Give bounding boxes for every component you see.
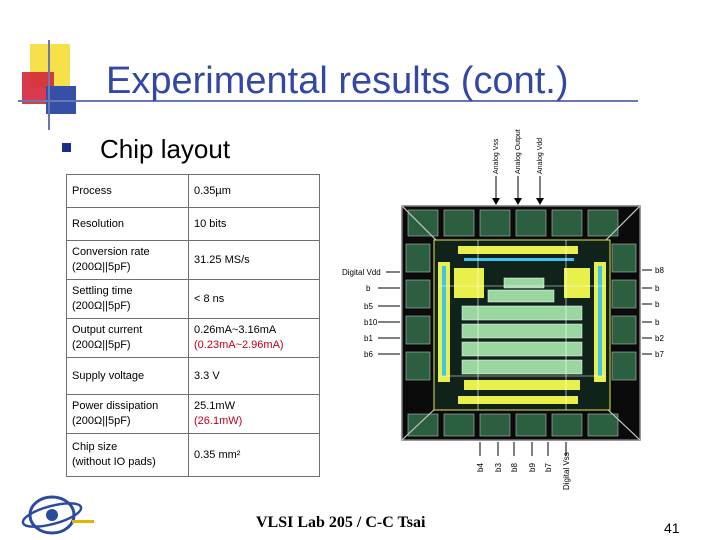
pin-label: b [655, 284, 660, 293]
table-row: Conversion rate (200Ω||5pF) 31.25 MS/s [66, 240, 320, 280]
section-heading: Chip layout [100, 134, 231, 164]
table-row: Supply voltage 3.3 V [66, 357, 320, 395]
pin-label: b [655, 300, 660, 309]
value-cell: 0.35 mm² [188, 433, 320, 477]
param-cell: Conversion rate (200Ω||5pF) [66, 240, 189, 280]
table-row: Output current (200Ω||5pF) 0.26mA~3.16mA(… [66, 318, 320, 358]
university-logo [21, 495, 94, 535]
pin-label: b7 [544, 463, 553, 472]
param-cell: Supply voltage [66, 357, 189, 395]
pin-label: Digital Vss [562, 452, 571, 490]
pin-label: b [366, 284, 371, 293]
pin-label: b3 [494, 463, 503, 472]
spec-table: Process 0.35µm Resolution 10 bits Conver… [66, 174, 320, 477]
slide-title: Experimental results (cont.) [106, 60, 569, 102]
pin-label: Analog Output [515, 129, 522, 174]
pin-label: b4 [476, 463, 485, 472]
bullet-icon [62, 143, 71, 152]
value-cell: 0.26mA~3.16mA (0.23mA~2.96mA) [188, 318, 320, 358]
footer-text: VLSI Lab 205 / C-C Tsai [256, 514, 426, 531]
param-cell: Chip size (without IO pads) [66, 433, 189, 477]
pin-label: b2 [655, 334, 664, 343]
pin-label: b8 [510, 463, 519, 472]
value-note: (26.1mW) [194, 415, 243, 427]
pin-label: b5 [364, 302, 373, 311]
value-cell: 31.25 MS/s [188, 240, 320, 280]
param-cell: Process [66, 174, 189, 208]
table-row: Chip size (without IO pads) 0.35 mm² [66, 433, 320, 477]
pin-label: b [655, 318, 660, 327]
value-cell: 25.1mW (26.1mW) [188, 394, 320, 434]
param-cell: Resolution [66, 207, 189, 241]
decor-vertical-line [48, 40, 50, 130]
table-row: Resolution 10 bits [66, 207, 320, 241]
value-cell: 10 bits [188, 207, 320, 241]
value-cell: < 8 ns [188, 279, 320, 319]
pin-label: b8 [655, 266, 664, 275]
pin-label: b1 [364, 334, 373, 343]
param-cell: Output current (200Ω||5pF) [66, 318, 189, 358]
pin-label: Analog Vss [493, 138, 500, 174]
table-row: Process 0.35µm [66, 174, 320, 208]
value-cell: 0.35µm [188, 174, 320, 208]
pin-label: b9 [528, 463, 537, 472]
pin-label: b6 [364, 350, 373, 359]
value-cell: 3.3 V [188, 357, 320, 395]
pin-label: b7 [655, 350, 664, 359]
param-cell: Settling time (200Ω||5pF) [66, 279, 189, 319]
value-note: (0.23mA~2.96mA) [194, 339, 284, 351]
table-row: Settling time (200Ω||5pF) < 8 ns [66, 279, 320, 319]
param-cell: Power dissipation (200Ω||5pF) [66, 394, 189, 434]
pin-label: Analog Vdd [537, 138, 544, 174]
pin-label: b10 [364, 318, 378, 327]
decor-horizontal-line [18, 100, 638, 102]
page-number: 41 [664, 520, 680, 536]
table-row: Power dissipation (200Ω||5pF) 25.1mW (26.1… [66, 394, 320, 434]
chip-layout-image: Analog Vss Analog Output Analog Vdd Digi… [338, 126, 682, 492]
pin-label: Digital Vdd [342, 268, 381, 277]
